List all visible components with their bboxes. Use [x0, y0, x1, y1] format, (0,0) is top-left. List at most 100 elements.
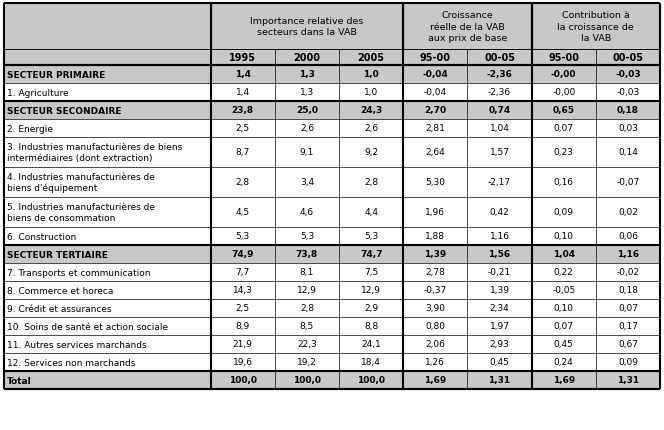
Text: 24,3: 24,3 [360, 106, 382, 115]
Text: 23,8: 23,8 [232, 106, 254, 115]
Bar [596, 168, 660, 197]
Text: -0,37: -0,37 [424, 286, 447, 295]
Bar [532, 335, 596, 353]
Text: -0,04: -0,04 [422, 71, 448, 79]
Bar [275, 66, 339, 84]
Bar [210, 317, 275, 335]
Bar [596, 84, 660, 102]
Bar [532, 299, 596, 317]
Bar [275, 264, 339, 281]
Bar [339, 299, 403, 317]
Text: 73,8: 73,8 [295, 250, 318, 259]
Bar [532, 281, 596, 299]
Text: 2,34: 2,34 [489, 304, 509, 313]
Bar [467, 84, 532, 102]
Bar [210, 50, 275, 66]
Bar [210, 371, 275, 389]
Text: 1,88: 1,88 [426, 232, 446, 241]
Text: 1,69: 1,69 [424, 376, 446, 384]
Bar [339, 246, 403, 264]
Text: -0,21: -0,21 [488, 268, 511, 277]
Text: 1,04: 1,04 [489, 124, 509, 133]
Text: 9,1: 9,1 [300, 148, 314, 157]
Bar [403, 281, 467, 299]
Bar [339, 66, 403, 84]
Bar [339, 281, 403, 299]
Text: -2,36: -2,36 [487, 71, 513, 79]
Text: 1,31: 1,31 [617, 376, 639, 384]
Text: -0,05: -0,05 [552, 286, 575, 295]
Text: 0,67: 0,67 [618, 340, 638, 349]
Bar [467, 281, 532, 299]
Text: Total: Total [7, 376, 32, 384]
Bar [210, 353, 275, 371]
Bar [532, 227, 596, 246]
Text: 4,4: 4,4 [364, 208, 378, 217]
Text: -2,36: -2,36 [488, 88, 511, 97]
Text: 2,8: 2,8 [300, 304, 314, 313]
Bar [339, 84, 403, 102]
Bar [210, 84, 275, 102]
Text: 0,42: 0,42 [489, 208, 509, 217]
Bar [4, 168, 210, 197]
Bar [467, 227, 532, 246]
Bar [4, 4, 210, 50]
Text: 8. Commerce et horeca: 8. Commerce et horeca [7, 286, 114, 295]
Bar [403, 4, 532, 50]
Bar [403, 50, 467, 66]
Bar [596, 264, 660, 281]
Bar [4, 371, 210, 389]
Text: 2,06: 2,06 [426, 340, 446, 349]
Bar [467, 371, 532, 389]
Bar [403, 264, 467, 281]
Text: 00-05: 00-05 [612, 53, 643, 63]
Bar [532, 4, 660, 50]
Bar [4, 84, 210, 102]
Bar [339, 50, 403, 66]
Text: 0,65: 0,65 [552, 106, 575, 115]
Text: 2005: 2005 [358, 53, 384, 63]
Text: 4,6: 4,6 [300, 208, 314, 217]
Text: 2,81: 2,81 [426, 124, 446, 133]
Bar [596, 138, 660, 168]
Text: 0,02: 0,02 [618, 208, 638, 217]
Bar [467, 317, 532, 335]
Text: Importance relative des
secteurs dans la VAB: Importance relative des secteurs dans la… [250, 17, 364, 37]
Bar [275, 120, 339, 138]
Text: -0,07: -0,07 [616, 178, 639, 187]
Text: 5,30: 5,30 [426, 178, 446, 187]
Bar [4, 246, 210, 264]
Bar [403, 371, 467, 389]
Text: 8,5: 8,5 [300, 322, 314, 331]
Bar [467, 197, 532, 227]
Text: 0,10: 0,10 [554, 304, 574, 313]
Bar [210, 264, 275, 281]
Bar [532, 317, 596, 335]
Text: 9. Crédit et assurances: 9. Crédit et assurances [7, 304, 112, 313]
Bar [339, 371, 403, 389]
Text: 0,80: 0,80 [426, 322, 446, 331]
Text: 3. Industries manufacturières de biens
intermédiaires (dont extraction): 3. Industries manufacturières de biens i… [7, 143, 182, 163]
Text: 0,09: 0,09 [554, 208, 574, 217]
Text: -0,04: -0,04 [424, 88, 447, 97]
Bar [403, 102, 467, 120]
Bar [210, 120, 275, 138]
Bar [339, 102, 403, 120]
Text: 8,9: 8,9 [236, 322, 250, 331]
Text: 2,9: 2,9 [364, 304, 378, 313]
Bar [532, 84, 596, 102]
Text: 2000: 2000 [293, 53, 321, 63]
Bar [467, 50, 532, 66]
Text: 9,2: 9,2 [364, 148, 378, 157]
Bar [275, 84, 339, 102]
Text: 1,56: 1,56 [489, 250, 511, 259]
Text: 19,6: 19,6 [233, 358, 253, 367]
Text: 8,1: 8,1 [300, 268, 314, 277]
Text: 1,0: 1,0 [364, 88, 378, 97]
Bar [467, 120, 532, 138]
Bar [403, 120, 467, 138]
Bar [210, 299, 275, 317]
Bar [275, 335, 339, 353]
Bar [275, 299, 339, 317]
Text: 100,0: 100,0 [228, 376, 257, 384]
